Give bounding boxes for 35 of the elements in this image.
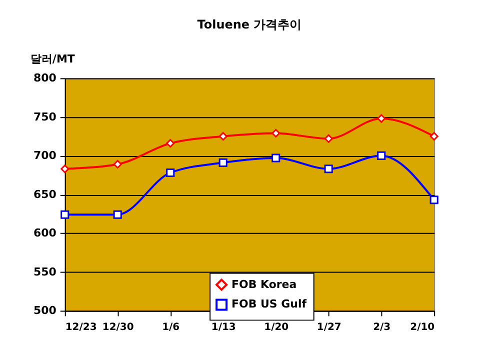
point	[324, 134, 333, 143]
x-tick-label: 1/13	[211, 322, 236, 334]
y-tick-label: 500	[33, 304, 57, 318]
x-tick-label: 2/3	[373, 322, 391, 334]
point	[324, 164, 333, 174]
y-tick-label: 800	[33, 72, 57, 85]
x-tick-label: 1/27	[316, 322, 342, 334]
point	[60, 164, 70, 174]
y-tick-label: 650	[33, 188, 57, 201]
x-tick-label: 1/20	[264, 322, 289, 334]
legend-label: FOB US Gulf	[232, 298, 307, 311]
point	[113, 210, 122, 219]
point	[377, 114, 386, 123]
x-tick-label: 12/23	[65, 322, 97, 334]
point	[166, 139, 175, 148]
legend-label: FOB Korea	[232, 278, 297, 291]
point	[218, 132, 228, 141]
point	[218, 158, 228, 167]
point	[272, 154, 280, 162]
point	[272, 128, 280, 138]
chart-title: Toluene 가격추이	[197, 17, 302, 32]
x-tick-label: 2/10	[410, 322, 435, 334]
y-tick-label: 750	[33, 110, 57, 124]
point	[166, 168, 175, 178]
point	[430, 196, 438, 204]
y-tick-label: 550	[33, 265, 57, 278]
y-axis-title: 달러/MT	[30, 52, 76, 66]
point	[430, 132, 438, 141]
point	[113, 160, 122, 168]
y-tick-label: 600	[33, 226, 57, 240]
point	[60, 210, 70, 219]
x-tick-label: 1/6	[162, 322, 180, 334]
point	[377, 151, 386, 160]
x-tick-label: 12/30	[102, 322, 134, 334]
y-tick-label: 700	[33, 149, 57, 162]
